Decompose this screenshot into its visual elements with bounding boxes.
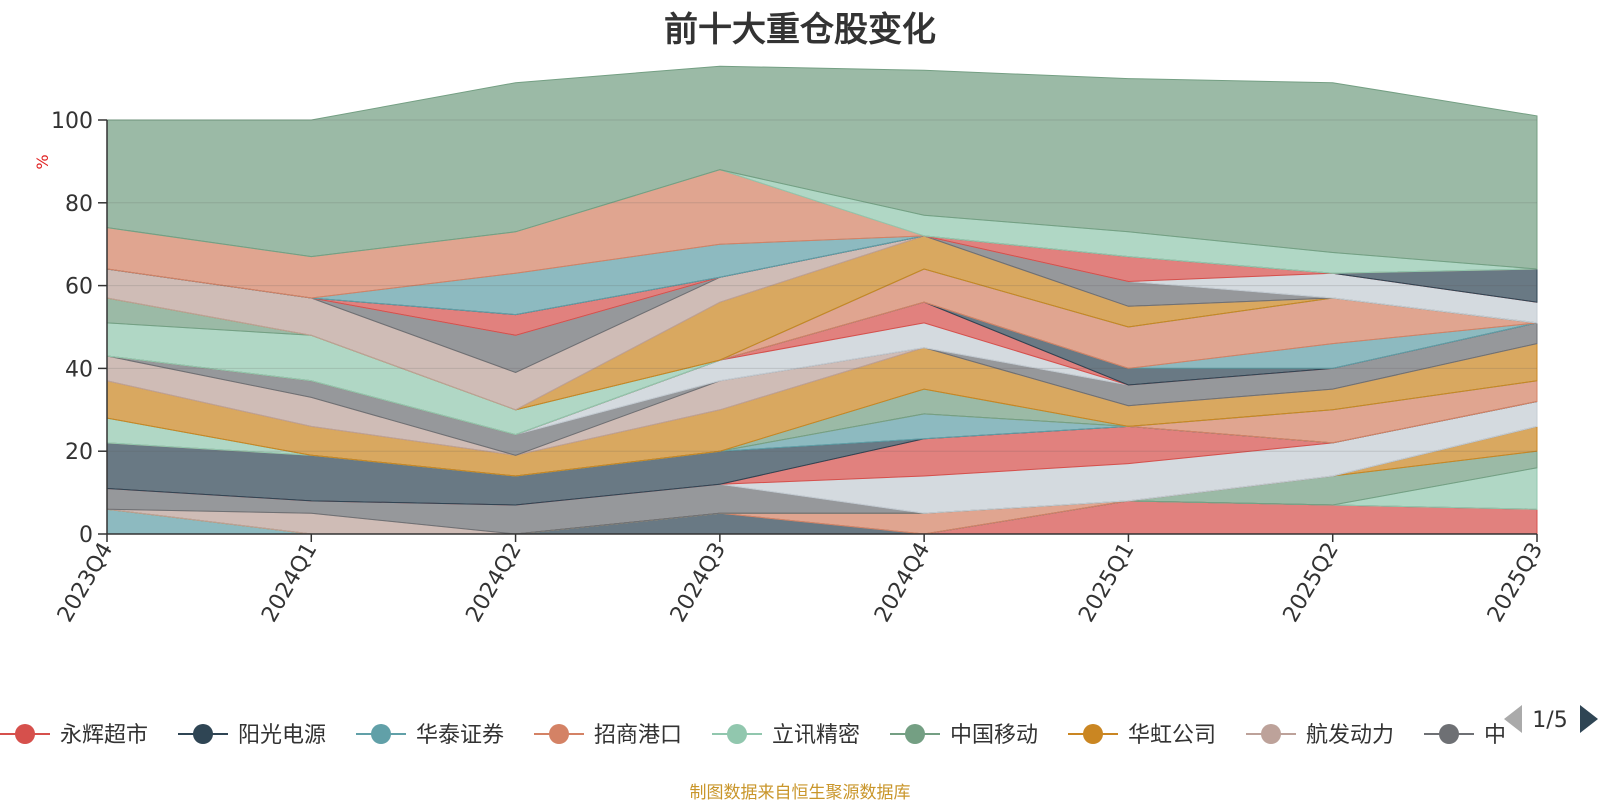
legend-item-label[interactable]: 华虹公司: [1128, 723, 1216, 748]
chart-title: 前十大重仓股变化: [664, 10, 936, 50]
x-tick-label: 2024Q2: [461, 539, 526, 627]
x-tick-label: 2024Q3: [666, 539, 731, 627]
legend-item-label[interactable]: 中: [1484, 723, 1506, 748]
legend-item-label[interactable]: 永辉超市: [60, 723, 148, 748]
legend-swatch-marker[interactable]: [1083, 724, 1103, 744]
x-tick-label: 2025Q2: [1279, 539, 1344, 627]
legend-item-label[interactable]: 招商港口: [594, 723, 682, 748]
legend-item-label[interactable]: 航发动力: [1306, 723, 1394, 748]
legend: 永辉超市 阳光电源 华泰证券 招商港口 立讯精密 中国移动 华虹公司 航发动力 中: [0, 723, 1506, 748]
y-tick-label: 100: [51, 109, 93, 134]
legend-item-label[interactable]: 立讯精密: [772, 723, 860, 748]
x-tick-label: 2024Q1: [257, 539, 322, 627]
legend-swatch-marker[interactable]: [15, 724, 35, 744]
legend-prev-page-icon[interactable]: [1504, 705, 1522, 733]
legend-page-indicator: 1/5: [1532, 708, 1567, 733]
area-series-35: [106, 65, 1538, 270]
legend-item-label[interactable]: 华泰证券: [416, 723, 504, 748]
legend-swatch-marker[interactable]: [193, 724, 213, 744]
x-tick-label: 2025Q3: [1483, 539, 1548, 627]
x-tick-label: 2024Q4: [870, 539, 935, 627]
y-axis-label: %: [33, 154, 52, 169]
x-tick-label: 2025Q1: [1074, 539, 1139, 627]
legend-pager: 1/5: [1504, 705, 1598, 733]
legend-swatch-marker[interactable]: [371, 724, 391, 744]
x-tick-label: 2023Q4: [53, 539, 118, 627]
legend-swatch-marker[interactable]: [727, 724, 747, 744]
legend-item-label[interactable]: 中国移动: [950, 723, 1038, 748]
y-tick-label: 80: [65, 192, 93, 217]
legend-next-page-icon[interactable]: [1580, 705, 1598, 733]
y-tick-label: 20: [65, 440, 93, 465]
legend-swatch-marker[interactable]: [905, 724, 925, 744]
y-tick-label: 40: [65, 357, 93, 382]
legend-swatch-marker[interactable]: [1439, 724, 1459, 744]
y-tick-label: 0: [79, 523, 93, 548]
data-source-note: 制图数据来自恒生聚源数据库: [689, 783, 911, 803]
y-tick-label: 60: [65, 275, 93, 300]
legend-swatch-marker[interactable]: [549, 724, 569, 744]
plot-area: [106, 65, 1538, 535]
legend-swatch-marker[interactable]: [1261, 724, 1281, 744]
legend-item-label[interactable]: 阳光电源: [238, 723, 326, 748]
